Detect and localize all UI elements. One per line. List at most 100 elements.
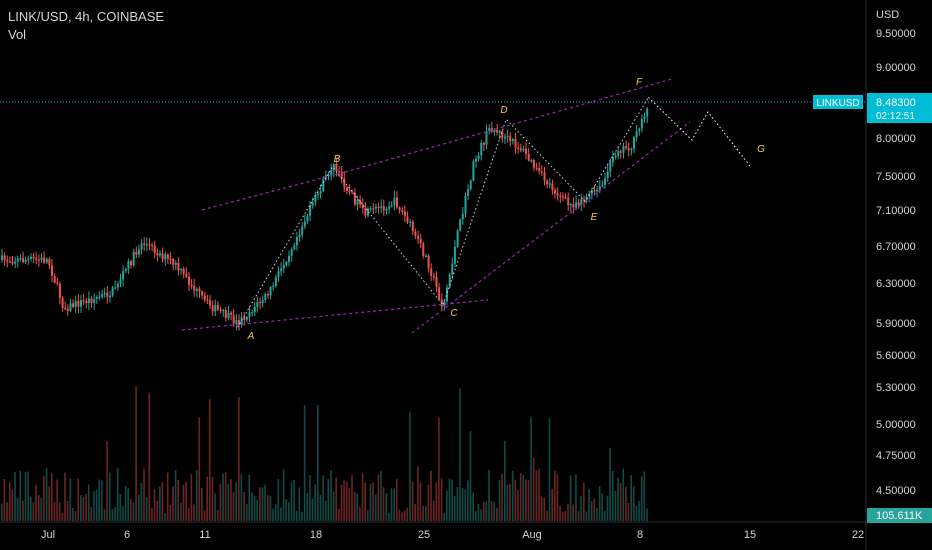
candle-body	[385, 208, 388, 211]
volume-bar	[135, 386, 137, 521]
volume-bar	[90, 506, 93, 521]
volume-bar	[567, 503, 569, 521]
candle-body	[43, 257, 46, 263]
candle-body	[309, 205, 312, 216]
candle-body	[372, 208, 375, 210]
candle-body	[311, 202, 314, 206]
volume-bar	[301, 512, 303, 521]
volume-bar	[161, 482, 164, 521]
time-tick-label: 8	[637, 529, 643, 541]
candle-body	[27, 258, 30, 260]
volume-bar	[35, 484, 37, 521]
volume-bar	[132, 502, 135, 521]
volume-bar	[332, 491, 335, 521]
wave-zigzag[interactable]	[237, 97, 649, 328]
volume-bar	[51, 473, 53, 521]
volume-bar	[393, 488, 395, 521]
candle-body	[522, 148, 525, 151]
volume-bar	[153, 488, 156, 521]
candle-body	[401, 210, 404, 212]
volume-bar	[622, 468, 625, 521]
volume-bar	[143, 468, 145, 521]
volume-bar	[361, 473, 364, 521]
candle-body	[353, 192, 356, 205]
volume-bar	[461, 488, 464, 521]
candle-body	[264, 294, 267, 300]
volume-bar	[16, 498, 19, 521]
volume-bar	[314, 484, 316, 521]
last-price-label: 8.48300	[876, 97, 916, 109]
volume-bar	[425, 506, 427, 521]
candle-body	[580, 199, 583, 206]
volume-bar	[633, 486, 635, 521]
volume-bar	[556, 474, 559, 521]
volume-bar	[485, 501, 488, 521]
candle-body	[411, 221, 414, 232]
volume-bar	[1, 503, 3, 521]
candle-body	[327, 174, 330, 176]
volume-bars	[1, 386, 648, 521]
candle-body	[238, 320, 240, 325]
candle-body	[374, 206, 377, 209]
volume-bar	[343, 480, 345, 521]
volume-bar	[598, 486, 601, 521]
volume-bar	[43, 476, 45, 521]
volume-bar	[93, 491, 95, 521]
volume-bar	[475, 511, 477, 521]
candle-body	[572, 204, 575, 208]
volume-bar	[32, 502, 35, 521]
volume-bar	[601, 493, 603, 521]
channel-line-lower-2[interactable]	[411, 121, 691, 334]
candle-body	[61, 297, 64, 308]
candle-body	[575, 202, 578, 208]
volume-bar	[327, 479, 330, 521]
candle-body	[609, 162, 612, 172]
candle-body	[406, 216, 409, 223]
channel-line-upper-1[interactable]	[201, 171, 346, 211]
volume-bar	[583, 483, 585, 521]
channel-line-upper-2[interactable]	[344, 78, 673, 173]
volume-bar	[130, 498, 132, 521]
volume-bar	[245, 504, 248, 521]
volume-bar	[22, 500, 24, 521]
volume-bar	[396, 479, 398, 521]
volume-bar	[319, 494, 322, 521]
price-tick-label: 5.00000	[876, 419, 916, 431]
volume-indicator-label[interactable]: Vol	[8, 27, 27, 42]
volume-bar	[572, 504, 574, 521]
candle-body	[93, 298, 96, 303]
candle-body	[388, 206, 391, 209]
volume-bar	[37, 495, 40, 521]
candle-body	[198, 288, 201, 292]
volume-bar	[630, 475, 632, 521]
candle-body	[32, 256, 35, 259]
candle-body	[24, 260, 27, 262]
candle-body	[209, 300, 211, 306]
symbol-title[interactable]: LINK/USD, 4h, COINBASE	[8, 9, 165, 24]
volume-bar	[166, 472, 169, 521]
candle-body	[493, 130, 496, 132]
volume-bar	[482, 502, 485, 521]
volume-bar	[593, 498, 596, 521]
candle-body	[77, 300, 80, 307]
candle-body	[137, 249, 140, 255]
volume-bar	[546, 510, 548, 521]
projection-path[interactable]	[648, 97, 751, 167]
candle-body	[148, 244, 151, 246]
volume-bar	[272, 508, 274, 521]
price-tick-label: 6.70000	[876, 241, 916, 253]
candle-body	[319, 191, 322, 194]
volume-bar	[216, 510, 219, 521]
candle-body	[535, 167, 538, 169]
candle-body	[543, 172, 546, 181]
candle-body	[151, 244, 154, 247]
candle-body	[193, 285, 196, 291]
volume-bar	[111, 509, 114, 521]
candle-body	[567, 197, 570, 205]
volume-bar	[172, 486, 174, 521]
volume-bar	[87, 484, 90, 521]
candle-body	[111, 287, 114, 296]
volume-bar	[72, 508, 74, 521]
candle-body	[551, 183, 554, 191]
